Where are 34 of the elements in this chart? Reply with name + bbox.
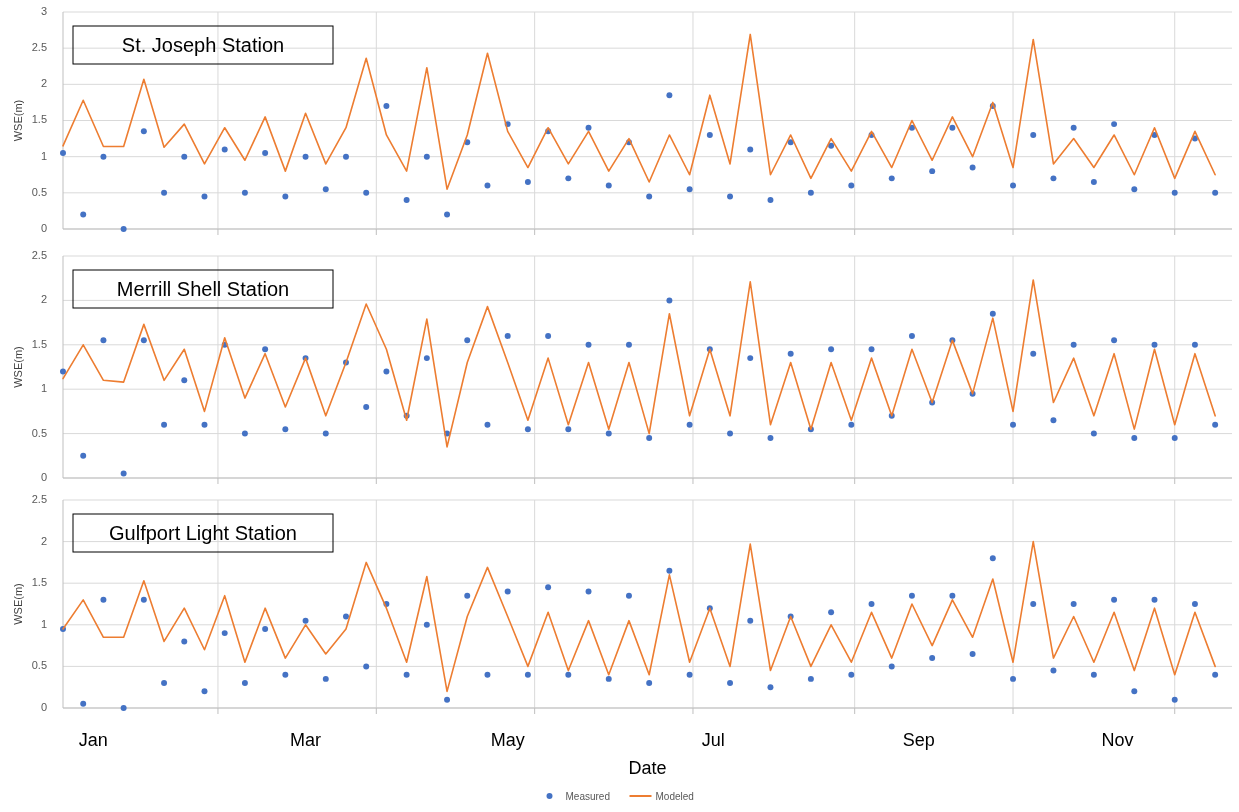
y-tick-label: 1.5 [31, 113, 47, 126]
x-tick-label: Jan [78, 730, 108, 750]
y-tick-label: 0 [40, 470, 47, 483]
x-tick-label: Jul [701, 730, 725, 750]
y-tick-label: 2.5 [31, 492, 47, 505]
y-tick-label: 0 [40, 700, 47, 713]
text: Gulfport Light Station [109, 522, 297, 544]
y-axis-title: WSE(m) [12, 583, 24, 625]
y-tick-label: 1 [40, 382, 47, 395]
legend-label: Modeled [655, 791, 694, 802]
x-tick-label: May [490, 730, 525, 750]
y-tick-label: 0.5 [31, 426, 47, 439]
y-tick-label: 2.5 [31, 41, 47, 54]
text: St. Joseph Station [121, 34, 285, 56]
y-axis-title: WSE(m) [12, 346, 24, 388]
x-axis-title: Date [628, 758, 667, 778]
x-tick-label: Sep [902, 730, 935, 750]
y-tick-label: 1.5 [31, 576, 47, 589]
y-axis-title: WSE(m) [12, 99, 24, 142]
y-tick-label: 0 [40, 221, 47, 234]
y-tick-label: 1 [40, 149, 47, 162]
text: Merrill Shell Station [116, 278, 290, 300]
y-tick-label: 2 [40, 534, 47, 547]
y-tick-label: 3 [40, 4, 47, 17]
y-tick-label: 0.5 [31, 185, 47, 198]
y-tick-label: 2 [40, 77, 47, 90]
y-tick-label: 0.5 [31, 659, 47, 672]
legend-label: Measured [565, 791, 610, 802]
x-tick-label: Nov [1101, 730, 1134, 750]
x-tick-label: Mar [290, 730, 322, 750]
y-tick-label: 1.5 [31, 337, 47, 350]
y-tick-label: 2.5 [31, 248, 47, 261]
y-tick-label: 1 [40, 617, 47, 630]
y-tick-label: 2 [40, 293, 47, 306]
